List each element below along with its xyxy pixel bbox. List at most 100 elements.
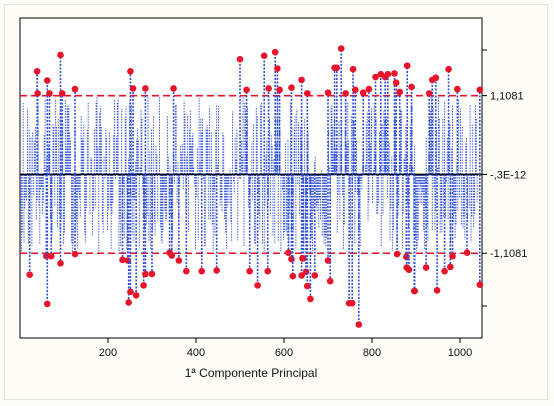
outlier-point — [449, 252, 456, 260]
outlier-point — [372, 73, 379, 81]
outlier-point — [476, 281, 484, 288]
outlier-point — [405, 266, 413, 274]
outlier-point — [243, 86, 250, 94]
outlier-point — [298, 76, 305, 84]
x-tick-label: 400 — [187, 347, 205, 359]
outlier-point — [422, 264, 430, 271]
outlier-point — [57, 51, 64, 59]
outlier-point — [127, 68, 134, 75]
x-tick-label: 600 — [275, 347, 293, 359]
outlier-point — [342, 90, 349, 97]
x-tick-label: 1000 — [448, 347, 472, 359]
x-tick-label: 800 — [363, 347, 381, 359]
outlier-point — [408, 83, 415, 91]
outlier-point — [411, 287, 418, 295]
outlier-point — [236, 55, 244, 63]
outlier-point — [198, 267, 206, 275]
outlier-point — [391, 70, 398, 77]
outlier-point — [349, 65, 357, 73]
outlier-points — [26, 45, 484, 328]
outlier-point — [127, 288, 134, 296]
x-axis-ticks: 200 400 600 800 1000 — [99, 338, 472, 359]
outlier-point — [140, 282, 147, 289]
outlier-point — [183, 267, 190, 275]
outlier-point — [393, 250, 401, 258]
outlier-point — [432, 74, 440, 82]
outlier-point — [289, 272, 297, 280]
reference-line-labels: 1,1081 -,3E-12 -1,1081 — [482, 49, 527, 307]
outlier-point — [148, 270, 156, 278]
outlier-point — [288, 255, 295, 263]
outlier-point — [264, 267, 272, 275]
outlier-point — [119, 256, 126, 264]
outlier-point — [265, 85, 272, 92]
outlier-point — [454, 85, 461, 93]
outlier-point — [447, 263, 454, 271]
outlier-point — [47, 252, 55, 260]
outlier-point — [445, 65, 452, 73]
outlier-point — [476, 86, 484, 94]
outlier-point — [433, 287, 441, 294]
outlier-point — [348, 299, 356, 307]
outlier-point — [276, 86, 283, 94]
outlier-point — [71, 85, 79, 93]
outlier-point — [441, 267, 448, 275]
outlier-point — [58, 90, 66, 97]
outlier-point — [403, 62, 411, 69]
outlier-point — [168, 252, 176, 259]
outlier-point — [125, 299, 132, 306]
outlier-point — [142, 270, 149, 278]
outlier-point — [170, 85, 177, 92]
chart-frame: 200 400 600 800 1000 1,1081 -,3E-12 -1,1081 1ª… — [4, 4, 548, 400]
lower-limit-label: -1,1081 — [490, 248, 527, 260]
outlier-point — [271, 48, 279, 56]
outlier-point — [57, 260, 64, 267]
outlier-point — [71, 250, 79, 258]
outlier-point — [26, 271, 33, 279]
outlier-point — [132, 292, 140, 299]
outlier-point — [43, 252, 50, 260]
outlier-point — [351, 86, 359, 94]
outlier-point — [302, 268, 310, 276]
outlier-point — [260, 52, 268, 59]
outlier-point — [304, 90, 311, 97]
outlier-point — [304, 282, 311, 290]
x-tick-label: 200 — [99, 347, 117, 359]
outlier-point — [307, 295, 314, 303]
outlier-point — [384, 70, 392, 78]
outlier-point — [246, 267, 253, 275]
outlier-point — [300, 255, 307, 262]
outlier-point — [463, 249, 471, 256]
outlier-point — [274, 65, 281, 72]
outlier-point — [129, 85, 137, 92]
outlier-point — [34, 90, 41, 97]
outlier-point — [326, 277, 334, 285]
outlier-point — [142, 85, 149, 92]
outlier-point — [213, 267, 220, 274]
outlier-point — [175, 257, 183, 264]
outlier-point — [425, 90, 433, 97]
outlier-point — [365, 85, 373, 93]
center-label: -,3E-12 — [490, 169, 526, 181]
outlier-point — [33, 68, 41, 75]
outlier-point — [43, 300, 51, 308]
outlier-point — [298, 272, 305, 279]
outlier-point — [285, 249, 292, 256]
outlier-point — [43, 77, 51, 84]
outlier-point — [254, 282, 261, 289]
outlier-point — [333, 64, 341, 72]
stem-lines — [20, 96, 478, 254]
outlier-point — [359, 89, 367, 96]
reference-lines — [20, 94, 482, 255]
outlier-point — [288, 84, 295, 91]
upper-limit-label: 1,1081 — [490, 91, 524, 103]
outlier-point — [355, 321, 363, 328]
outlier-point — [396, 88, 404, 96]
outlier-point — [311, 272, 319, 279]
x-axis-label: 1ª Componente Principal — [185, 366, 318, 380]
outlier-point — [337, 45, 345, 52]
outlier-point — [46, 90, 53, 97]
outlier-point — [392, 79, 400, 87]
outlier-point — [324, 89, 332, 96]
pca-outlier-chart: 200 400 600 800 1000 1,1081 -,3E-12 -1,1081 1ª… — [19, 17, 527, 380]
